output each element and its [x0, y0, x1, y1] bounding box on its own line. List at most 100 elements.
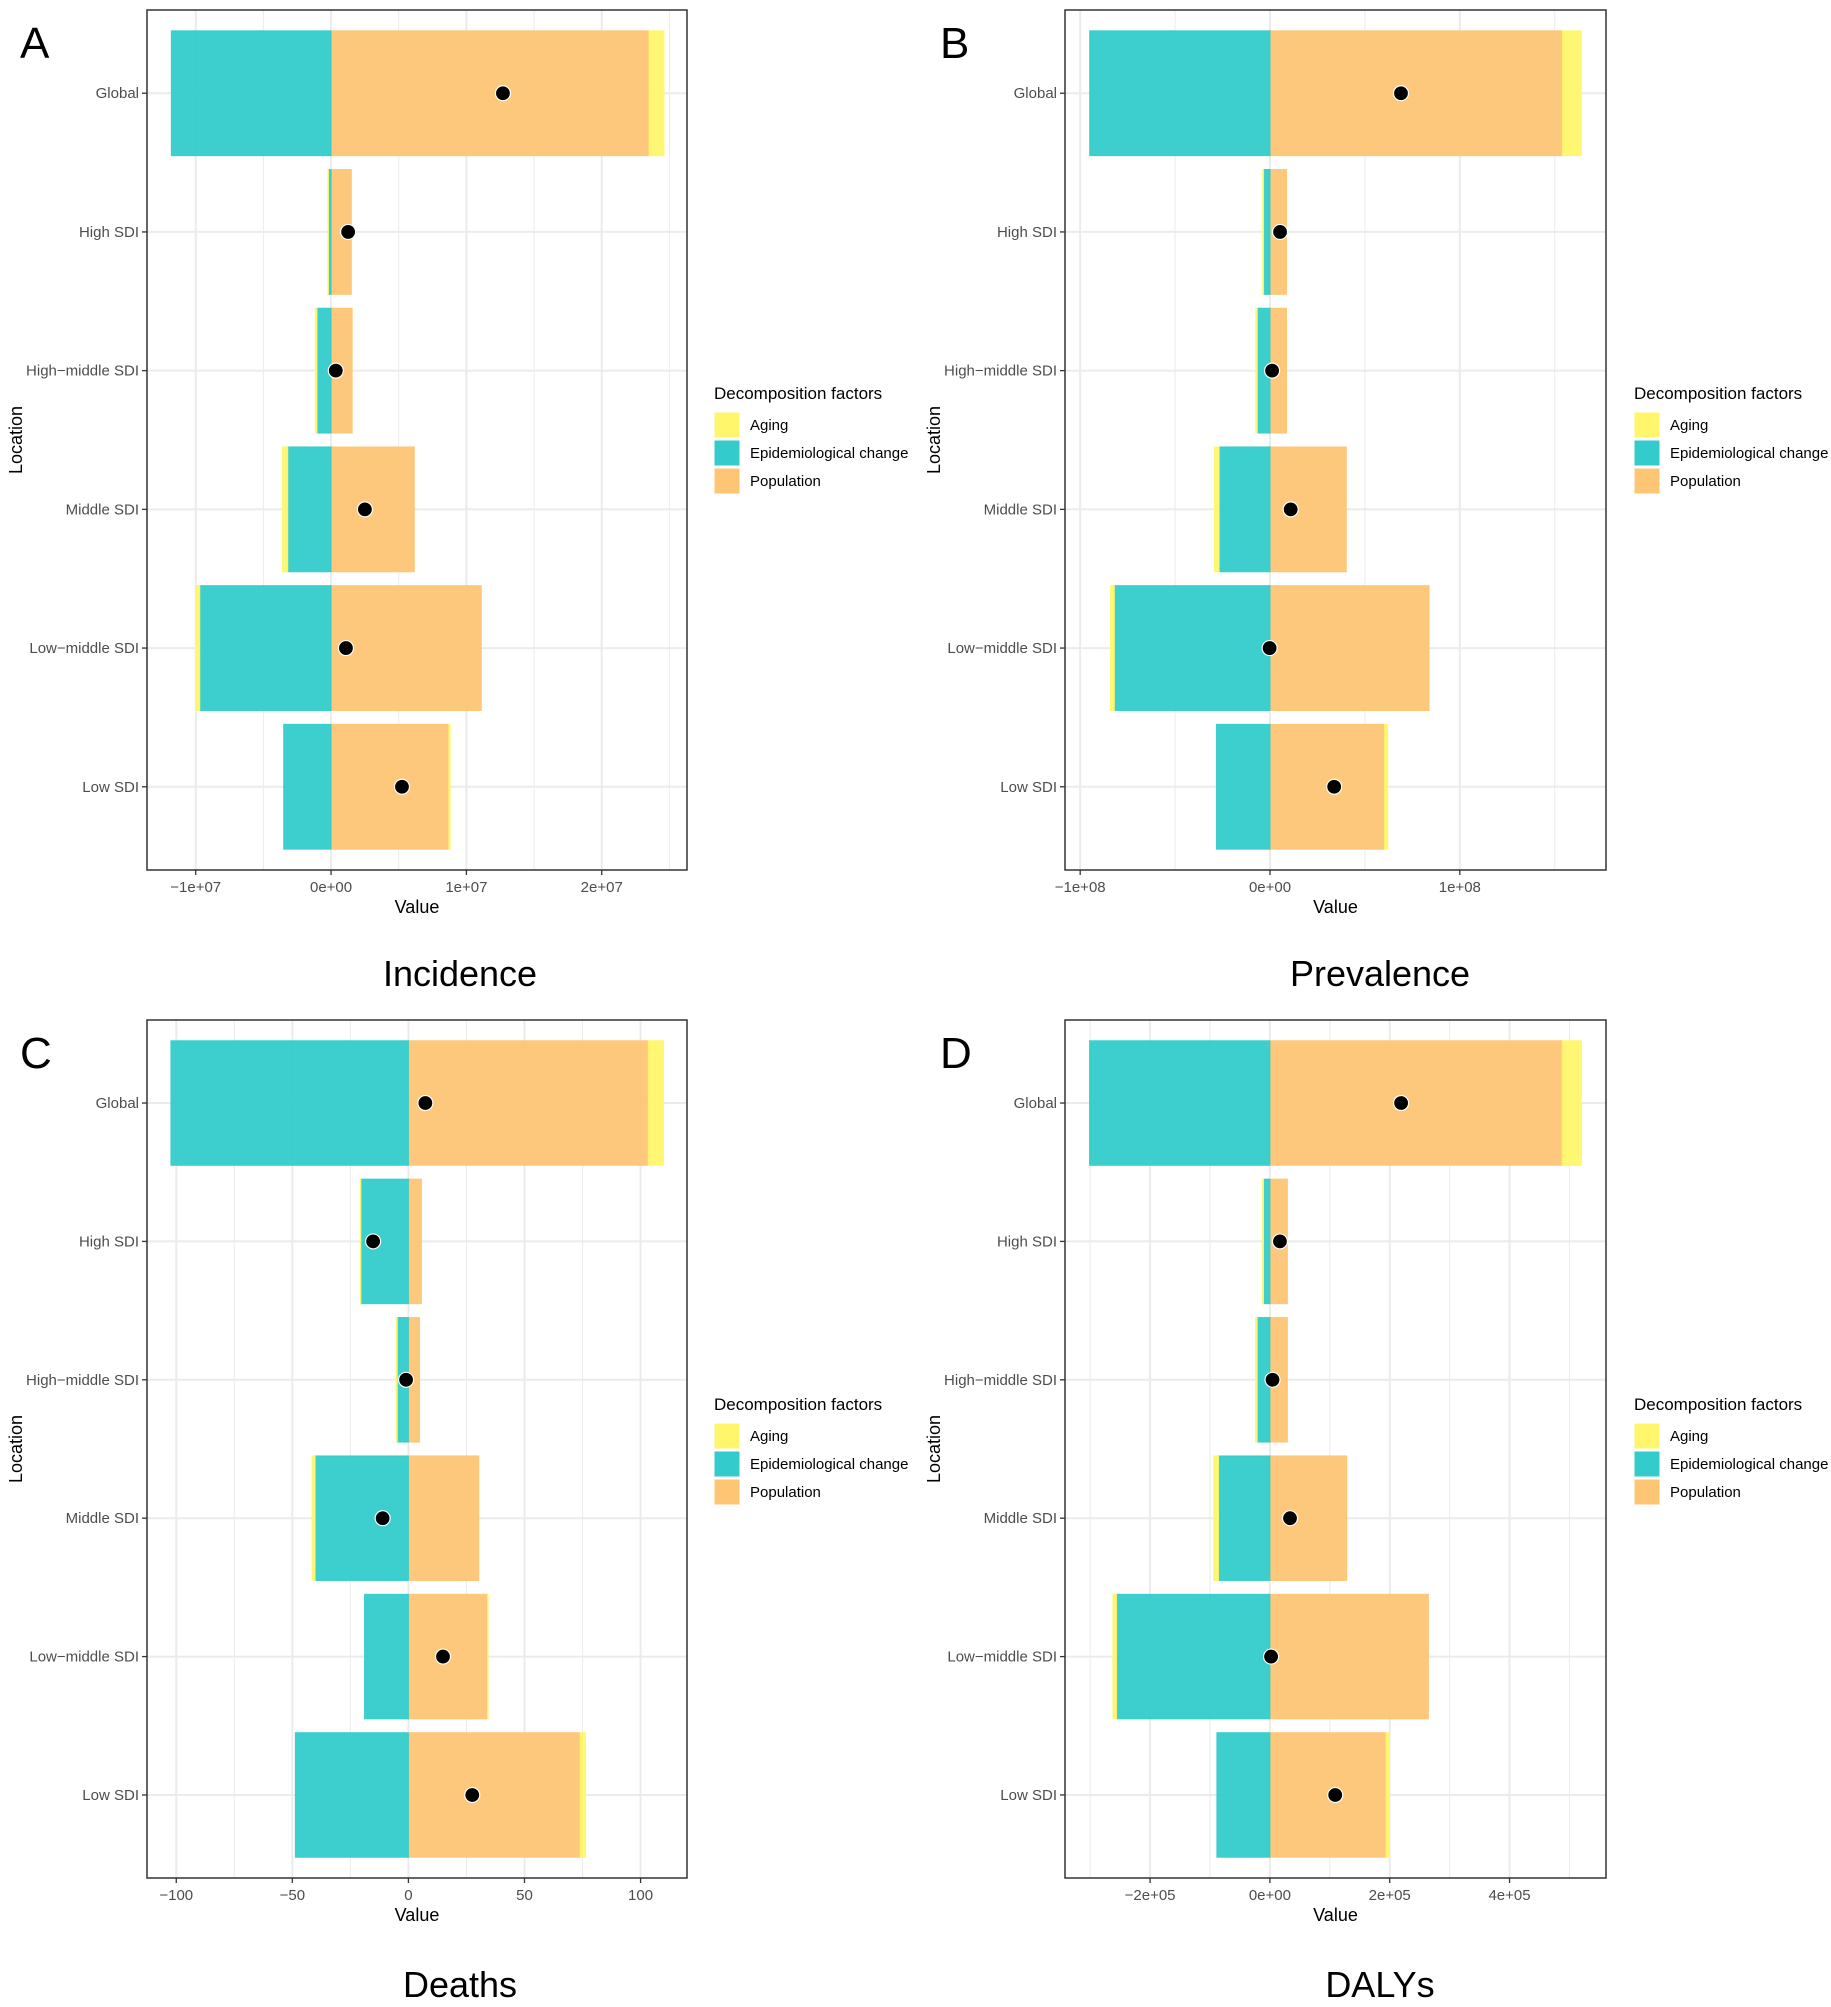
legend-label: Aging: [750, 1428, 788, 1445]
total-point: [494, 85, 512, 102]
bar-aging: [1261, 1178, 1265, 1305]
bar-aging: [1561, 1040, 1582, 1166]
legend-label: Epidemiological change: [750, 1456, 908, 1473]
x-tick-label: −1e+08: [1055, 879, 1106, 896]
y-tick-label: Middle SDI: [984, 1510, 1057, 1527]
y-tick-label: Global: [96, 85, 139, 102]
panel-label: B: [940, 19, 969, 68]
legend: Decomposition factors Aging Epidemiologica…: [714, 1395, 908, 1505]
bar-aging: [1255, 307, 1258, 434]
bar-population: [330, 30, 650, 157]
x-tick-label: −100: [159, 1887, 193, 1904]
bar-aging: [579, 1732, 587, 1858]
legend-label: Epidemiological change: [750, 445, 908, 462]
legend-key: [714, 412, 740, 438]
plot-frame: [1064, 9, 1607, 871]
bar-epidemiological-change: [170, 30, 332, 157]
y-tick-label: Low SDI: [1000, 779, 1057, 796]
total-point: [1393, 1094, 1410, 1112]
legend: Decomposition factors Aging Epidemiologica…: [714, 384, 908, 494]
legend-title: Decomposition factors: [714, 1395, 882, 1414]
legend-label: Aging: [1670, 417, 1708, 434]
x-axis-title: Value: [395, 1905, 440, 1925]
bar-epidemiological-change: [1218, 446, 1271, 573]
legend-label: Population: [750, 473, 821, 490]
bar-population: [1269, 1040, 1563, 1166]
bar-epidemiological-change: [294, 1732, 409, 1858]
bar-aging: [1383, 723, 1389, 850]
bar-population: [407, 1178, 422, 1305]
x-tick-label: −50: [280, 1887, 305, 1904]
plot-frame: [1064, 1019, 1607, 1879]
panel-label: C: [20, 1029, 52, 1078]
bar-aging: [1561, 30, 1582, 157]
legend-key: [1634, 1451, 1660, 1477]
legend-key: [1634, 1479, 1660, 1505]
y-axis-title: Location: [6, 1415, 26, 1483]
legend-key: [714, 1451, 740, 1477]
total-point: [1262, 1648, 1280, 1665]
bar-epidemiological-change: [1089, 1040, 1271, 1166]
x-tick-label: 50: [516, 1887, 533, 1904]
legend-key: [714, 1423, 740, 1449]
bar-population: [407, 1732, 581, 1858]
bar-epidemiological-change: [199, 585, 332, 711]
bar-epidemiological-change: [1263, 169, 1271, 295]
total-point: [417, 1094, 434, 1112]
total-point: [1264, 1371, 1281, 1388]
legend-label: Population: [1670, 473, 1741, 490]
legend-key: [1634, 468, 1660, 494]
bar-aging: [359, 1178, 362, 1305]
bar-epidemiological-change: [1113, 585, 1271, 711]
x-tick-label: 1e+07: [445, 879, 487, 896]
panel-d: Global High SDI High−middle SDI Middle SDI L…: [924, 1019, 1828, 2005]
bar-aging: [487, 1593, 489, 1720]
bar-aging: [1262, 169, 1265, 295]
bar-aging: [1110, 585, 1115, 711]
total-point: [337, 639, 355, 657]
x-tick-label: 2e+07: [581, 879, 623, 896]
x-tick-label: 100: [628, 1887, 653, 1904]
bar-epidemiological-change: [1116, 1593, 1271, 1720]
bar-aging: [311, 1455, 316, 1581]
bar-epidemiological-change: [364, 1593, 409, 1720]
total-point: [1327, 1786, 1344, 1804]
panel-b: Global High SDI High−middle SDI Middle SDI L…: [924, 9, 1828, 994]
panel-a: Global High SDI High−middle SDI Middle SDI L…: [6, 9, 908, 994]
bar-epidemiological-change: [1216, 1732, 1271, 1858]
y-tick-label: Low−middle SDI: [29, 640, 139, 657]
bar-population: [1269, 585, 1430, 711]
x-tick-label: 0: [404, 1887, 412, 1904]
bar-epidemiological-change: [170, 1040, 409, 1166]
legend-label: Population: [1670, 1484, 1741, 1501]
total-point: [397, 1371, 415, 1388]
total-point: [393, 778, 411, 795]
bar-aging: [1213, 1455, 1219, 1581]
y-tick-label: Middle SDI: [66, 501, 139, 518]
bar-aging: [395, 1317, 398, 1443]
bar-aging: [195, 585, 201, 711]
x-tick-label: 1e+08: [1439, 879, 1481, 896]
x-tick-label: 2e+05: [1369, 1887, 1411, 1904]
y-tick-label: Low−middle SDI: [29, 1649, 139, 1666]
y-tick-label: Low SDI: [82, 1787, 139, 1804]
bar-population: [1269, 30, 1563, 157]
bar-aging: [647, 1040, 665, 1166]
bar-population: [1269, 446, 1347, 573]
x-tick-label: 0e+00: [310, 879, 352, 896]
bar-epidemiological-change: [283, 723, 332, 850]
y-tick-label: Global: [96, 1095, 139, 1112]
bar-population: [1269, 1593, 1429, 1720]
legend-label: Aging: [1670, 1428, 1708, 1445]
bar-aging: [1112, 1593, 1118, 1720]
bar-epidemiological-change: [1217, 1455, 1271, 1581]
y-axis-title: Location: [6, 406, 26, 474]
panel-title: Deaths: [403, 1964, 517, 2005]
panel-label: A: [20, 19, 50, 68]
total-point: [1271, 1233, 1289, 1250]
panel-c: Global High SDI High−middle SDI Middle SDI L…: [6, 1019, 908, 2005]
total-point: [1281, 1510, 1299, 1527]
legend: Decomposition factors Aging Epidemiologica…: [1634, 384, 1828, 494]
legend-key: [1634, 412, 1660, 438]
